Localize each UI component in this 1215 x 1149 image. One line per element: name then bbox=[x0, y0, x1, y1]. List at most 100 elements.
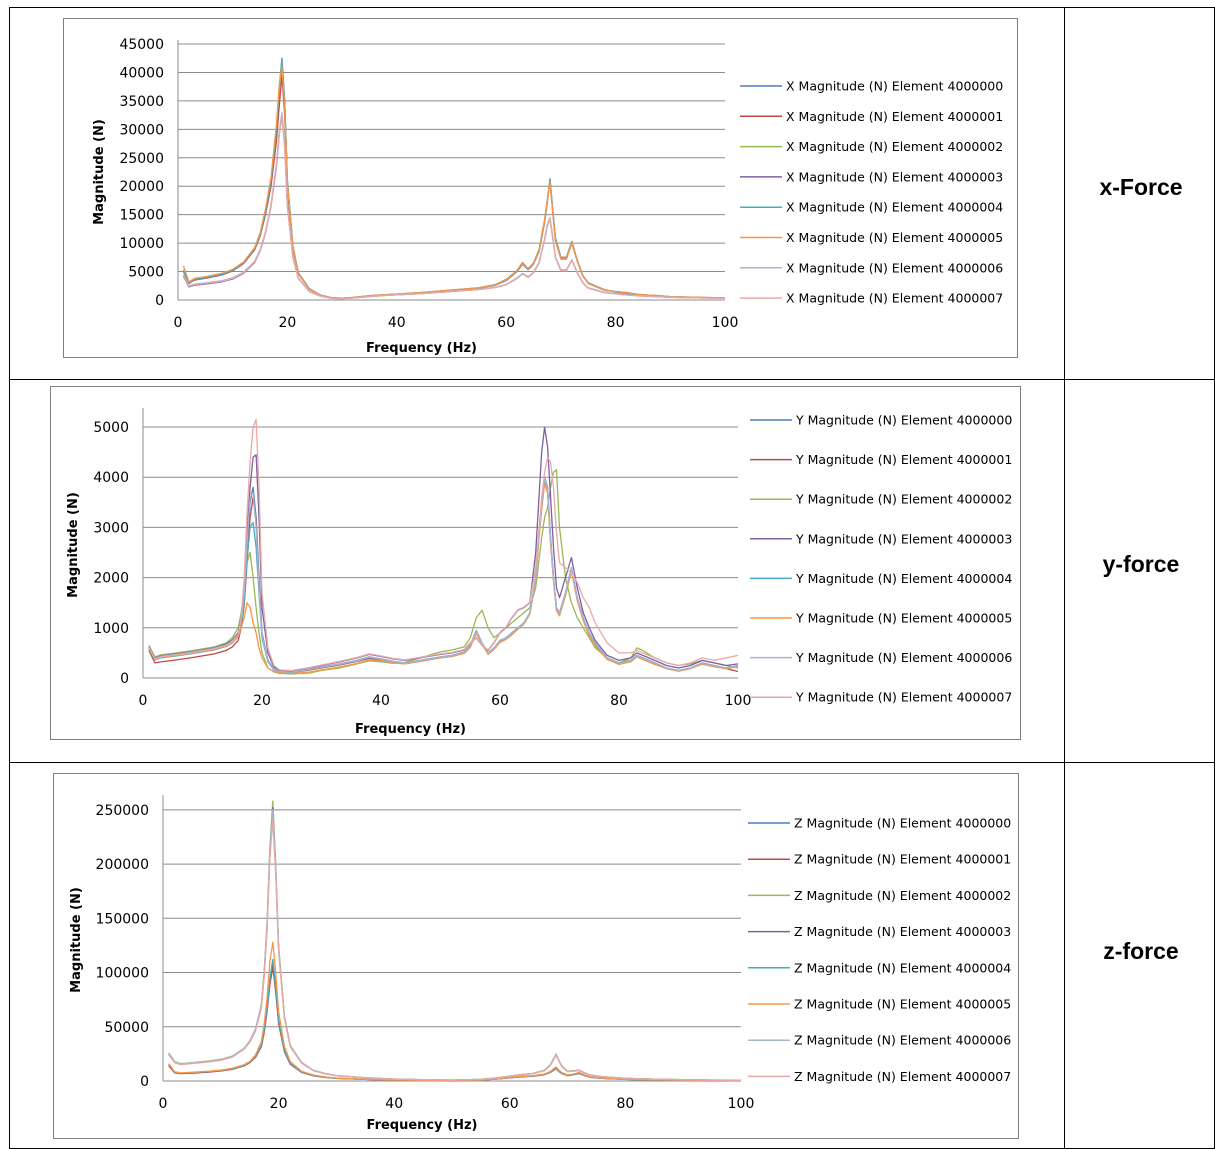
y-y-tick-label: 1000 bbox=[93, 621, 129, 637]
y-x-tick-label: 100 bbox=[725, 693, 752, 709]
x-series-line-2 bbox=[182, 60, 726, 299]
z-y-axis-title: Magnitude (N) bbox=[69, 887, 84, 993]
z-series-line-5 bbox=[168, 941, 742, 1082]
x-x-tick-label: 100 bbox=[712, 315, 739, 331]
z-series-line-4 bbox=[168, 958, 742, 1082]
y-x-tick-label: 0 bbox=[139, 693, 148, 709]
y-legend-entry-3: Y Magnitude (N) Element 4000003 bbox=[795, 531, 1012, 546]
y-series-line-7 bbox=[148, 418, 739, 672]
z-legend-entry-2: Z Magnitude (N) Element 4000002 bbox=[794, 888, 1011, 903]
x-series-line-6 bbox=[182, 111, 726, 300]
z-force-chart-frame bbox=[53, 773, 1019, 1139]
z-legend-entry-4: Z Magnitude (N) Element 4000004 bbox=[794, 960, 1011, 975]
y-y-tick-label: 5000 bbox=[93, 420, 129, 436]
x-legend-entry-4: X Magnitude (N) Element 4000004 bbox=[786, 200, 1003, 215]
z-y-tick-label: 250000 bbox=[96, 803, 149, 819]
y-x-axis-title: Frequency (Hz) bbox=[355, 722, 466, 737]
z-y-tick-label: 100000 bbox=[96, 966, 149, 982]
z-legend-entry-6: Z Magnitude (N) Element 4000006 bbox=[794, 1033, 1011, 1048]
y-legend-entry-1: Y Magnitude (N) Element 4000001 bbox=[795, 452, 1012, 467]
table-column-divider bbox=[1064, 7, 1065, 1149]
x-force-label: x-Force bbox=[1099, 174, 1183, 200]
z-y-tick-label: 200000 bbox=[96, 857, 149, 873]
y-x-tick-label: 40 bbox=[372, 693, 390, 709]
x-y-axis-title: Magnitude (N) bbox=[92, 119, 107, 225]
z-series-line-7 bbox=[168, 820, 742, 1081]
x-x-tick-label: 80 bbox=[607, 315, 625, 331]
y-legend-entry-7: Y Magnitude (N) Element 4000007 bbox=[795, 690, 1012, 705]
z-y-tick-label: 150000 bbox=[96, 911, 149, 927]
z-series-line-1 bbox=[168, 966, 742, 1082]
z-legend-entry-3: Z Magnitude (N) Element 4000003 bbox=[794, 924, 1011, 939]
y-x-tick-label: 80 bbox=[610, 693, 628, 709]
x-y-tick-label: 20000 bbox=[119, 179, 164, 195]
table-row-divider-2 bbox=[9, 762, 1215, 763]
z-series-line-6 bbox=[168, 809, 742, 1081]
y-series-line-6 bbox=[148, 477, 739, 673]
y-x-tick-label: 60 bbox=[491, 693, 509, 709]
y-series-line-2 bbox=[148, 469, 739, 675]
x-x-tick-label: 0 bbox=[174, 315, 183, 331]
y-series-line-0 bbox=[148, 476, 739, 673]
z-legend-entry-5: Z Magnitude (N) Element 4000005 bbox=[794, 997, 1011, 1012]
y-legend-entry-2: Y Magnitude (N) Element 4000002 bbox=[795, 492, 1012, 507]
z-x-tick-label: 80 bbox=[616, 1096, 634, 1112]
x-y-tick-label: 40000 bbox=[119, 65, 164, 81]
x-y-tick-label: 45000 bbox=[119, 37, 164, 53]
x-series-line-4 bbox=[182, 58, 726, 299]
x-x-tick-label: 60 bbox=[497, 315, 515, 331]
table-row-divider-1 bbox=[9, 379, 1215, 380]
x-legend-entry-5: X Magnitude (N) Element 4000005 bbox=[786, 230, 1003, 245]
z-x-tick-label: 40 bbox=[385, 1096, 403, 1112]
x-y-tick-label: 5000 bbox=[128, 265, 164, 281]
y-legend-entry-5: Y Magnitude (N) Element 4000005 bbox=[795, 611, 1012, 626]
y-y-tick-label: 4000 bbox=[93, 470, 129, 486]
y-x-tick-label: 20 bbox=[253, 693, 271, 709]
z-series-line-2 bbox=[168, 800, 742, 1081]
x-y-tick-label: 25000 bbox=[119, 151, 164, 167]
z-x-tick-label: 60 bbox=[501, 1096, 519, 1112]
x-legend-entry-7: X Magnitude (N) Element 4000007 bbox=[786, 291, 1003, 306]
x-series-line-0 bbox=[182, 57, 726, 299]
y-legend-entry-0: Y Magnitude (N) Element 4000000 bbox=[795, 413, 1012, 428]
z-y-tick-label: 50000 bbox=[104, 1020, 149, 1036]
x-y-tick-label: 10000 bbox=[119, 236, 164, 252]
x-legend-entry-0: X Magnitude (N) Element 4000000 bbox=[786, 79, 1003, 94]
y-legend-entry-6: Y Magnitude (N) Element 4000006 bbox=[795, 650, 1012, 665]
y-y-tick-label: 0 bbox=[120, 671, 129, 687]
z-legend-entry-1: Z Magnitude (N) Element 4000001 bbox=[794, 852, 1011, 867]
x-x-tick-label: 20 bbox=[278, 315, 296, 331]
z-x-tick-label: 20 bbox=[270, 1096, 288, 1112]
z-x-tick-label: 100 bbox=[728, 1096, 755, 1112]
x-series-line-5 bbox=[182, 66, 726, 299]
x-legend-entry-6: X Magnitude (N) Element 4000006 bbox=[786, 260, 1003, 275]
y-y-tick-label: 2000 bbox=[93, 571, 129, 587]
x-y-tick-label: 35000 bbox=[119, 94, 164, 110]
x-legend-entry-3: X Magnitude (N) Element 4000003 bbox=[786, 169, 1003, 184]
x-legend-entry-2: X Magnitude (N) Element 4000002 bbox=[786, 139, 1003, 154]
z-x-tick-label: 0 bbox=[159, 1096, 168, 1112]
y-force-label: y-force bbox=[1102, 551, 1180, 577]
x-series-line-7 bbox=[182, 117, 726, 300]
y-y-axis-title: Magnitude (N) bbox=[66, 492, 81, 598]
x-x-tick-label: 40 bbox=[388, 315, 406, 331]
z-legend-entry-0: Z Magnitude (N) Element 4000000 bbox=[794, 816, 1011, 831]
y-series-line-4 bbox=[148, 479, 739, 674]
z-x-axis-title: Frequency (Hz) bbox=[367, 1118, 478, 1133]
z-y-tick-label: 0 bbox=[140, 1074, 149, 1090]
x-y-tick-label: 15000 bbox=[119, 208, 164, 224]
y-y-tick-label: 3000 bbox=[93, 520, 129, 536]
y-series-line-5 bbox=[148, 482, 739, 675]
y-legend-entry-4: Y Magnitude (N) Element 4000004 bbox=[795, 571, 1012, 586]
z-legend-entry-7: Z Magnitude (N) Element 4000007 bbox=[794, 1069, 1011, 1084]
z-series-line-3 bbox=[168, 807, 742, 1081]
x-legend-entry-1: X Magnitude (N) Element 4000001 bbox=[786, 109, 1003, 124]
z-series-line-0 bbox=[168, 961, 742, 1082]
x-y-tick-label: 0 bbox=[155, 293, 164, 309]
z-force-label: z-force bbox=[1103, 938, 1179, 964]
x-y-tick-label: 30000 bbox=[119, 122, 164, 138]
x-x-axis-title: Frequency (Hz) bbox=[366, 341, 477, 356]
x-series-line-1 bbox=[182, 74, 726, 299]
x-force-chart-frame bbox=[63, 18, 1018, 358]
